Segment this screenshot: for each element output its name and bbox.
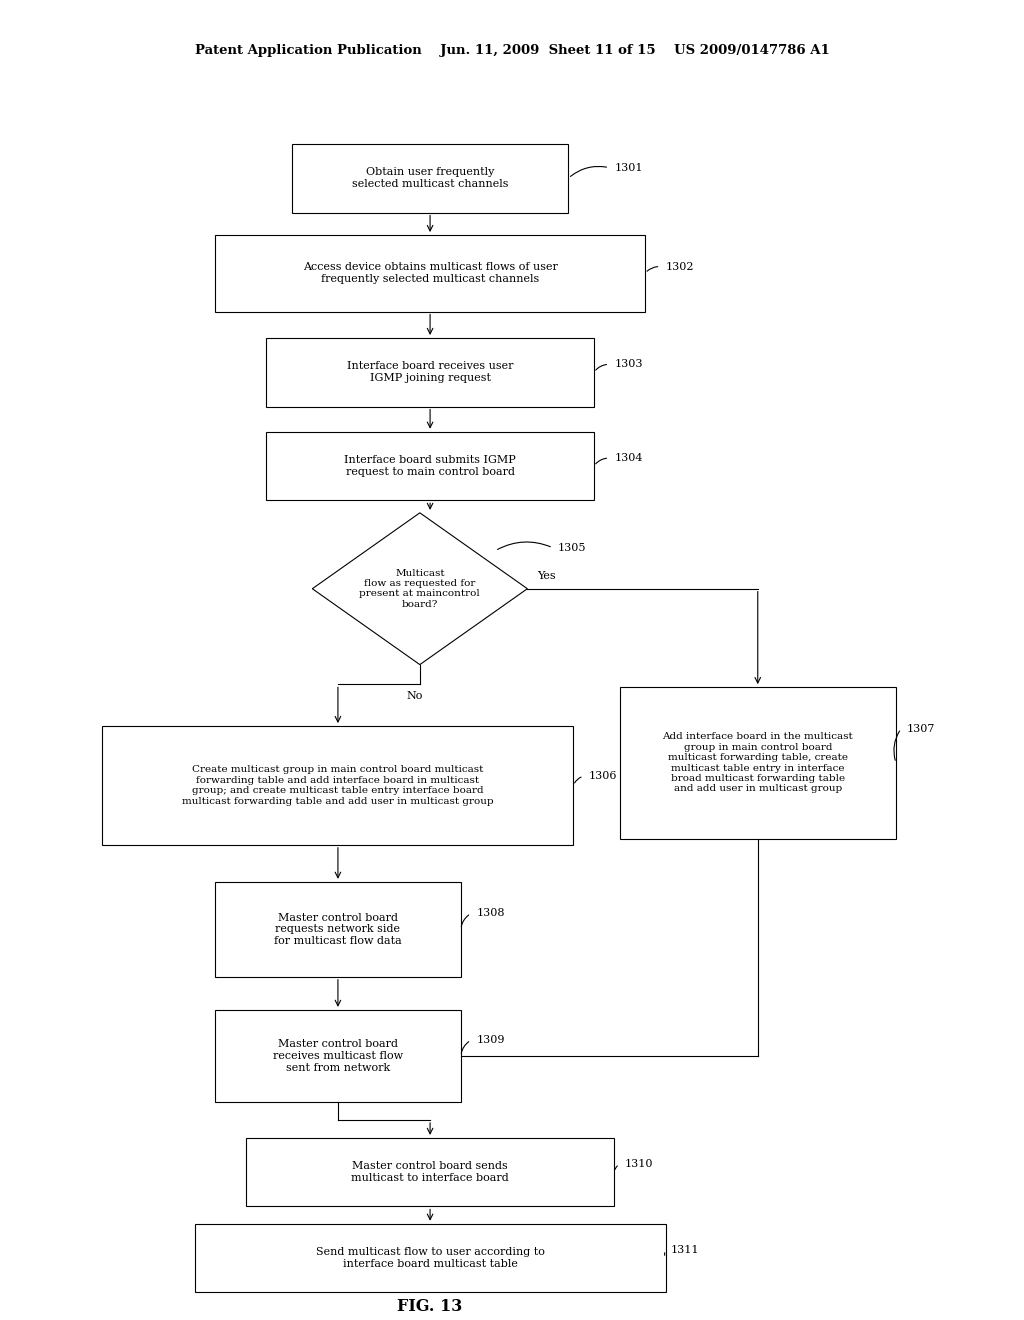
FancyBboxPatch shape [215, 1010, 461, 1102]
Text: No: No [407, 692, 423, 701]
Text: 1301: 1301 [614, 162, 643, 173]
Text: Interface board submits IGMP
request to main control board: Interface board submits IGMP request to … [344, 455, 516, 477]
Text: 1303: 1303 [614, 359, 643, 370]
FancyBboxPatch shape [102, 726, 573, 845]
Text: 1308: 1308 [476, 908, 505, 919]
Text: FIG. 13: FIG. 13 [397, 1299, 463, 1315]
FancyBboxPatch shape [246, 1138, 614, 1206]
Text: Access device obtains multicast flows of user
frequently selected multicast chan: Access device obtains multicast flows of… [303, 263, 557, 284]
Text: Create multicast group in main control board multicast
forwarding table and add : Create multicast group in main control b… [182, 766, 494, 805]
FancyBboxPatch shape [292, 144, 568, 213]
Text: 1310: 1310 [625, 1159, 653, 1170]
Text: Interface board receives user
IGMP joining request: Interface board receives user IGMP joini… [347, 362, 513, 383]
Text: Obtain user frequently
selected multicast channels: Obtain user frequently selected multicas… [352, 168, 508, 189]
FancyBboxPatch shape [195, 1224, 666, 1292]
Text: Send multicast flow to user according to
interface board multicast table: Send multicast flow to user according to… [315, 1247, 545, 1269]
Text: Multicast
flow as requested for
present at maincontrol
board?: Multicast flow as requested for present … [359, 569, 480, 609]
Text: 1304: 1304 [614, 453, 643, 463]
Text: 1305: 1305 [558, 543, 587, 553]
FancyBboxPatch shape [215, 882, 461, 977]
Text: 1307: 1307 [906, 723, 935, 734]
Text: Yes: Yes [538, 570, 556, 581]
Text: Master control board sends
multicast to interface board: Master control board sends multicast to … [351, 1162, 509, 1183]
Text: Patent Application Publication    Jun. 11, 2009  Sheet 11 of 15    US 2009/01477: Patent Application Publication Jun. 11, … [195, 44, 829, 57]
Text: 1302: 1302 [666, 261, 694, 272]
FancyBboxPatch shape [266, 432, 594, 500]
Text: Add interface board in the multicast
group in main control board
multicast forwa: Add interface board in the multicast gro… [663, 733, 853, 793]
FancyBboxPatch shape [620, 686, 896, 840]
Polygon shape [312, 512, 527, 664]
Text: Master control board
receives multicast flow
sent from network: Master control board receives multicast … [272, 1039, 403, 1073]
Text: 1306: 1306 [589, 771, 617, 781]
Text: 1311: 1311 [671, 1245, 699, 1255]
FancyBboxPatch shape [266, 338, 594, 407]
Text: Master control board
requests network side
for multicast flow data: Master control board requests network si… [274, 912, 401, 946]
Text: 1309: 1309 [476, 1035, 505, 1045]
FancyBboxPatch shape [215, 235, 645, 312]
